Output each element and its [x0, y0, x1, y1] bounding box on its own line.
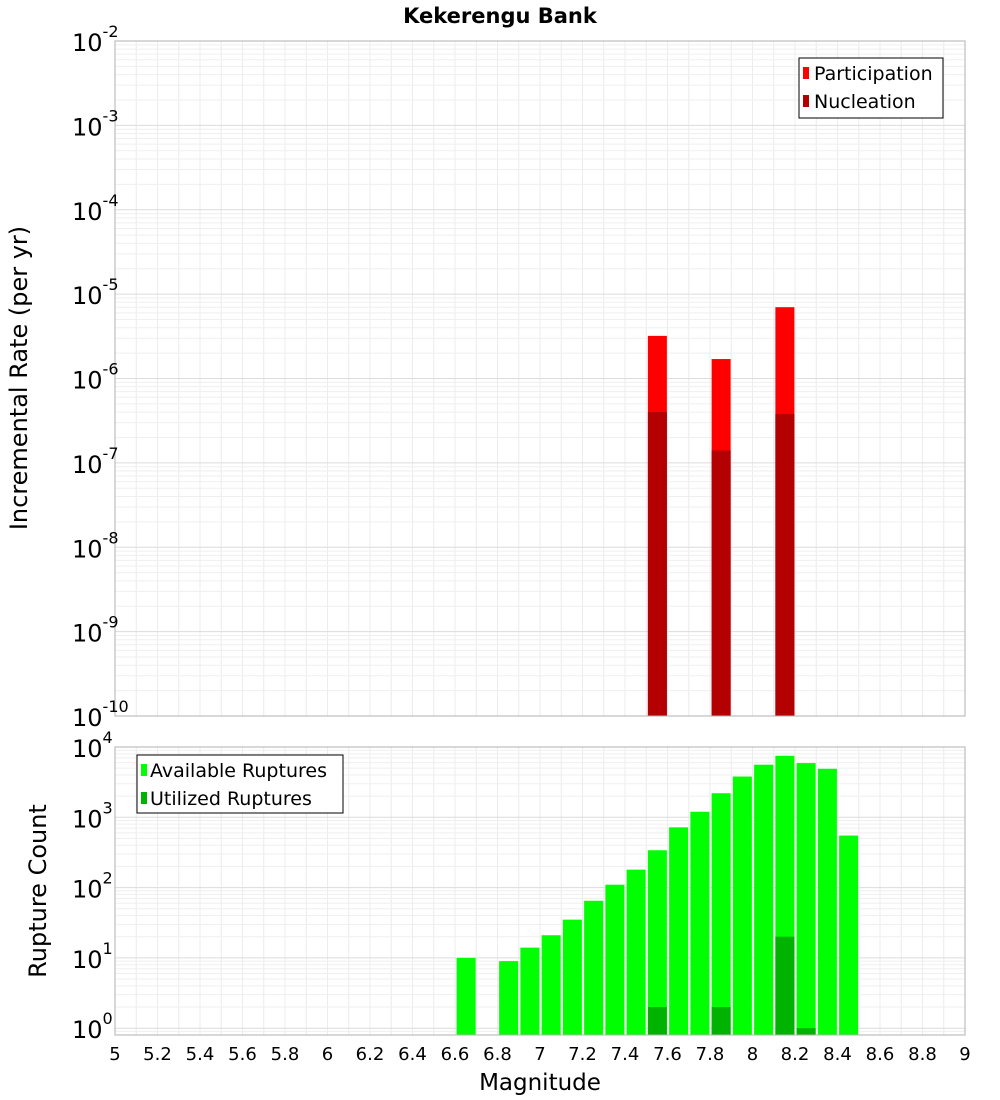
x-tick-label: 7.6 — [653, 1044, 682, 1065]
x-tick-label: 8.4 — [823, 1044, 852, 1065]
x-tick-label: 6.6 — [441, 1044, 470, 1065]
y-tick-label: 10-7 — [72, 444, 119, 479]
count-bar-utilized-ruptures — [647, 1007, 667, 1035]
y-tick-label: 10-2 — [72, 22, 119, 57]
count-bar-available-ruptures — [839, 835, 859, 1035]
count-plot-border — [114, 746, 966, 1036]
legend-swatch-available — [141, 764, 147, 776]
rate-bars — [647, 307, 795, 716]
x-tick-label: 7 — [534, 1044, 545, 1065]
count-bar-available-ruptures — [711, 793, 731, 1035]
y-tick-label: 10-4 — [72, 191, 119, 226]
x-tick-label: 6.2 — [356, 1044, 385, 1065]
y-tick-label: 103 — [72, 798, 113, 833]
count-legend: Available Ruptures Utilized Ruptures — [136, 754, 344, 814]
count-bar-available-ruptures — [626, 869, 646, 1035]
legend-swatch-utilized — [141, 792, 147, 804]
count-y-axis-label: Rupture Count — [24, 804, 52, 978]
count-bar-available-ruptures — [584, 900, 604, 1035]
rate-grid — [114, 40, 966, 717]
y-tick-label: 101 — [72, 939, 113, 974]
x-tick-label: 8.6 — [866, 1044, 895, 1065]
count-bar-utilized-ruptures — [796, 1028, 816, 1035]
x-tick-label: 9 — [959, 1044, 970, 1065]
count-bar-available-ruptures — [499, 961, 519, 1035]
y-tick-label: 10-5 — [72, 275, 119, 310]
count-panel: 100 101 102 103 104 5 5.2 5.4 5.6 5.8 6 6.2 6.4 6.6 6… — [24, 728, 971, 1096]
x-tick-label: 7.4 — [611, 1044, 640, 1065]
x-tick-label: 8.8 — [908, 1044, 937, 1065]
legend-label-utilized: Utilized Ruptures — [150, 788, 312, 810]
chart-title: Kekerengu Bank — [403, 4, 598, 28]
x-tick-label: 5 — [109, 1044, 120, 1065]
count-legend-box — [136, 754, 344, 814]
y-tick-label: 10-6 — [72, 360, 119, 395]
count-bar-available-ruptures — [456, 957, 476, 1035]
legend-swatch-participation — [803, 67, 809, 79]
y-tick-label: 104 — [72, 728, 113, 763]
x-tick-label: 6.4 — [398, 1044, 427, 1065]
rate-legend: Participation Nucleation — [798, 57, 944, 119]
x-tick-label: 5.4 — [186, 1044, 215, 1065]
x-tick-label: 5.6 — [228, 1044, 257, 1065]
legend-label-available: Available Ruptures — [150, 760, 327, 782]
rate-y-axis-label: Incremental Rate (per yr) — [5, 226, 33, 530]
count-bar-available-ruptures — [605, 884, 625, 1035]
rate-legend-box — [798, 57, 944, 119]
rate-plot-border — [114, 40, 966, 717]
count-y-ticks: 100 101 102 103 104 — [72, 728, 113, 1044]
count-bar-available-ruptures — [754, 764, 774, 1035]
count-bar-available-ruptures — [541, 935, 561, 1035]
legend-label-nucleation: Nucleation — [814, 91, 916, 113]
count-bar-available-ruptures — [562, 919, 582, 1035]
magnitude-x-ticks: 5 5.2 5.4 5.6 5.8 6 6.2 6.4 6.6 6.8 7 7.2 7.4 7.6 7.8 8… — [109, 1044, 970, 1065]
count-bar-available-ruptures — [647, 850, 667, 1035]
rate-panel: 10-10 10-9 10-8 10-7 10-6 10-5 10-4 10-3 10-2 In… — [5, 22, 966, 732]
rate-bar-nucleation — [711, 450, 731, 716]
y-tick-label: 100 — [72, 1009, 113, 1044]
count-bar-available-ruptures — [669, 827, 689, 1035]
rate-bar-nucleation — [647, 412, 667, 716]
x-tick-label: 7.2 — [568, 1044, 597, 1065]
y-tick-label: 10-3 — [72, 106, 119, 141]
x-axis-label: Magnitude — [479, 1070, 601, 1096]
count-bar-utilized-ruptures — [775, 936, 795, 1035]
count-bar-available-ruptures — [796, 763, 816, 1035]
x-tick-label: 8 — [747, 1044, 758, 1065]
count-bar-available-ruptures — [520, 947, 540, 1035]
x-tick-label: 5.2 — [143, 1044, 172, 1065]
count-bar-utilized-ruptures — [711, 1007, 731, 1035]
legend-label-participation: Participation — [814, 63, 933, 85]
count-bar-available-ruptures — [690, 811, 710, 1035]
rate-bar-nucleation — [775, 413, 795, 716]
y-tick-label: 10-8 — [72, 528, 119, 563]
x-tick-label: 6.8 — [483, 1044, 512, 1065]
x-tick-label: 8.2 — [781, 1044, 810, 1065]
legend-swatch-nucleation — [803, 95, 809, 107]
x-tick-label: 6 — [322, 1044, 333, 1065]
y-tick-label: 10-10 — [72, 697, 129, 732]
y-tick-label: 10-9 — [72, 613, 119, 648]
x-tick-label: 7.8 — [696, 1044, 725, 1065]
count-bars — [456, 755, 859, 1035]
y-tick-label: 102 — [72, 869, 113, 904]
count-bar-available-ruptures — [732, 776, 752, 1035]
rate-y-ticks: 10-10 10-9 10-8 10-7 10-6 10-5 10-4 10-3 10-2 — [72, 22, 129, 732]
count-bar-available-ruptures — [817, 768, 837, 1035]
x-tick-label: 5.8 — [271, 1044, 300, 1065]
